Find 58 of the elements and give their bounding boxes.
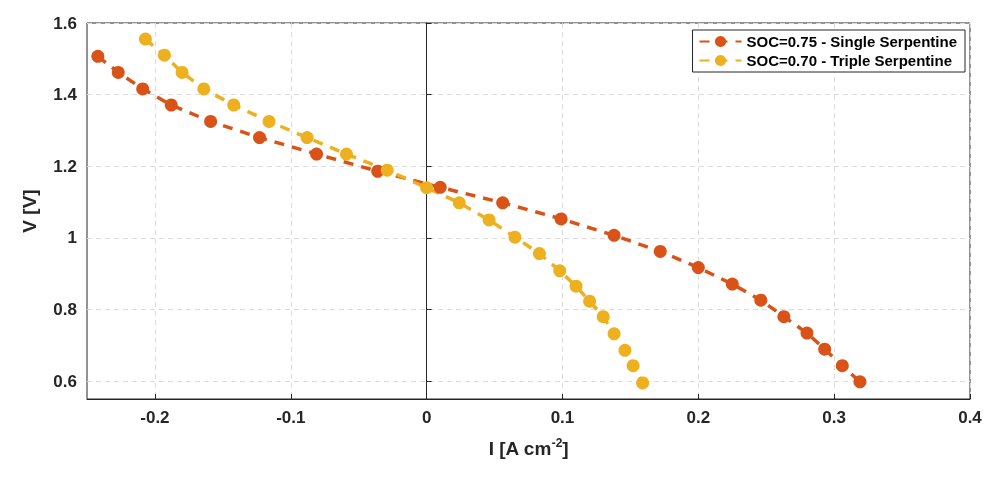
point [554,212,568,226]
point [452,196,466,210]
point [596,310,610,324]
point [853,375,867,389]
point [508,230,522,244]
point [553,264,567,278]
point [204,114,218,128]
point [339,147,353,161]
point [227,98,241,112]
y-tick-label: 1.4 [53,85,78,105]
point [754,293,768,307]
point [835,359,849,373]
point [164,98,178,112]
point [420,181,434,195]
point [618,343,632,357]
point [496,196,510,210]
y-tick-label: 0.8 [53,299,77,319]
point [818,342,832,356]
point [583,294,597,308]
point [300,131,314,145]
y-tick-label: 0.6 [53,371,77,391]
y-tick-label: 1 [67,228,77,248]
point [653,244,667,258]
point [310,147,324,161]
point [157,48,171,62]
point [725,277,739,291]
y-tick-label: 1.2 [53,156,77,176]
point [253,131,267,145]
point [380,163,394,177]
point [136,82,150,96]
point [626,359,640,373]
x-tick-label: -0.2 [140,408,170,427]
point [607,228,621,242]
point [607,327,621,341]
point [175,65,189,79]
x-tick-label: 0.3 [822,408,846,427]
legend-label: SOC=0.75 - Single Serpentine [746,33,957,50]
point [197,82,211,96]
point [91,49,105,63]
point [532,247,546,261]
point [636,376,650,390]
point [262,114,276,128]
point [111,65,125,79]
y-axis-title: V [V] [19,189,40,233]
x-tick-label: 0.4 [958,408,983,427]
point [777,310,791,324]
point [800,326,814,340]
legend-label: SOC=0.70 - Triple Serpentine [746,52,953,69]
x-tick-label: -0.1 [276,408,306,427]
point [691,261,705,275]
point [482,213,496,227]
point [433,180,447,194]
x-tick-label: 0.2 [686,408,711,427]
point [138,32,152,46]
point [569,279,583,293]
y-tick-label: 1.6 [53,13,77,33]
x-tick-label: 0 [421,408,432,427]
x-tick-label: 0.1 [550,408,575,427]
